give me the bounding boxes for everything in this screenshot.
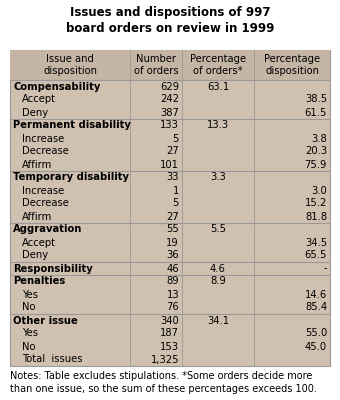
Text: No: No xyxy=(22,342,35,352)
Text: 187: 187 xyxy=(160,328,179,338)
Text: Deny: Deny xyxy=(22,108,48,118)
Text: 340: 340 xyxy=(160,316,179,326)
Bar xyxy=(10,50,330,366)
Text: 46: 46 xyxy=(166,264,179,274)
Text: 5: 5 xyxy=(173,198,179,208)
Text: 89: 89 xyxy=(166,276,179,286)
Text: 133: 133 xyxy=(160,120,179,130)
Text: 5.5: 5.5 xyxy=(210,224,226,234)
Text: Compensability: Compensability xyxy=(13,82,100,92)
Text: Permanent disability: Permanent disability xyxy=(13,120,131,130)
Text: 1,325: 1,325 xyxy=(151,354,179,364)
Text: 1: 1 xyxy=(173,186,179,196)
Text: Aggravation: Aggravation xyxy=(13,224,82,234)
Text: 387: 387 xyxy=(160,108,179,118)
Text: Accept: Accept xyxy=(22,94,56,104)
Text: 81.8: 81.8 xyxy=(305,212,327,222)
Text: Penalties: Penalties xyxy=(13,276,65,286)
Text: Increase: Increase xyxy=(22,134,64,144)
Text: Notes: Table excludes stipulations. *Some orders decide more
than one issue, so : Notes: Table excludes stipulations. *Som… xyxy=(10,371,317,394)
Text: Decrease: Decrease xyxy=(22,198,69,208)
Text: 20.3: 20.3 xyxy=(305,146,327,156)
Text: Affirm: Affirm xyxy=(22,212,52,222)
Text: Temporary disability: Temporary disability xyxy=(13,172,129,182)
Text: Deny: Deny xyxy=(22,250,48,260)
Text: 15.2: 15.2 xyxy=(305,198,327,208)
Text: 14.6: 14.6 xyxy=(305,290,327,300)
Bar xyxy=(10,50,330,80)
Text: No: No xyxy=(22,302,35,312)
Text: 33: 33 xyxy=(167,172,179,182)
Text: 65.5: 65.5 xyxy=(305,250,327,260)
Text: Total  issues: Total issues xyxy=(22,354,83,364)
Text: 629: 629 xyxy=(160,82,179,92)
Text: 61.5: 61.5 xyxy=(305,108,327,118)
Text: -: - xyxy=(323,264,327,274)
Text: 55: 55 xyxy=(166,224,179,234)
Text: 85.4: 85.4 xyxy=(305,302,327,312)
Text: 3.3: 3.3 xyxy=(210,172,226,182)
Text: 4.6: 4.6 xyxy=(210,264,226,274)
Text: 63.1: 63.1 xyxy=(207,82,229,92)
Text: Number
of orders: Number of orders xyxy=(134,54,178,76)
Text: 3.8: 3.8 xyxy=(311,134,327,144)
Text: 75.9: 75.9 xyxy=(305,160,327,170)
Text: 8.9: 8.9 xyxy=(210,276,226,286)
Text: 55.0: 55.0 xyxy=(305,328,327,338)
Text: 36: 36 xyxy=(166,250,179,260)
Text: 5: 5 xyxy=(173,134,179,144)
Text: 19: 19 xyxy=(166,238,179,248)
Text: Percentage
of orders*: Percentage of orders* xyxy=(190,54,246,76)
Text: Issues and dispositions of 997
board orders on review in 1999: Issues and dispositions of 997 board ord… xyxy=(66,6,274,35)
Text: 38.5: 38.5 xyxy=(305,94,327,104)
Text: Decrease: Decrease xyxy=(22,146,69,156)
Text: Affirm: Affirm xyxy=(22,160,52,170)
Text: 13.3: 13.3 xyxy=(207,120,229,130)
Text: 34.1: 34.1 xyxy=(207,316,229,326)
Text: Yes: Yes xyxy=(22,290,38,300)
Text: 27: 27 xyxy=(166,146,179,156)
Text: Issue and
disposition: Issue and disposition xyxy=(43,54,97,76)
Text: Yes: Yes xyxy=(22,328,38,338)
Text: 45.0: 45.0 xyxy=(305,342,327,352)
Text: Responsibility: Responsibility xyxy=(13,264,93,274)
Text: 101: 101 xyxy=(160,160,179,170)
Text: 27: 27 xyxy=(166,212,179,222)
Text: 34.5: 34.5 xyxy=(305,238,327,248)
Bar xyxy=(10,50,330,366)
Text: Accept: Accept xyxy=(22,238,56,248)
Text: Percentage
disposition: Percentage disposition xyxy=(264,54,320,76)
Text: Increase: Increase xyxy=(22,186,64,196)
Text: 76: 76 xyxy=(166,302,179,312)
Text: 153: 153 xyxy=(160,342,179,352)
Text: 13: 13 xyxy=(166,290,179,300)
Text: 242: 242 xyxy=(160,94,179,104)
Text: 3.0: 3.0 xyxy=(311,186,327,196)
Text: Other issue: Other issue xyxy=(13,316,78,326)
